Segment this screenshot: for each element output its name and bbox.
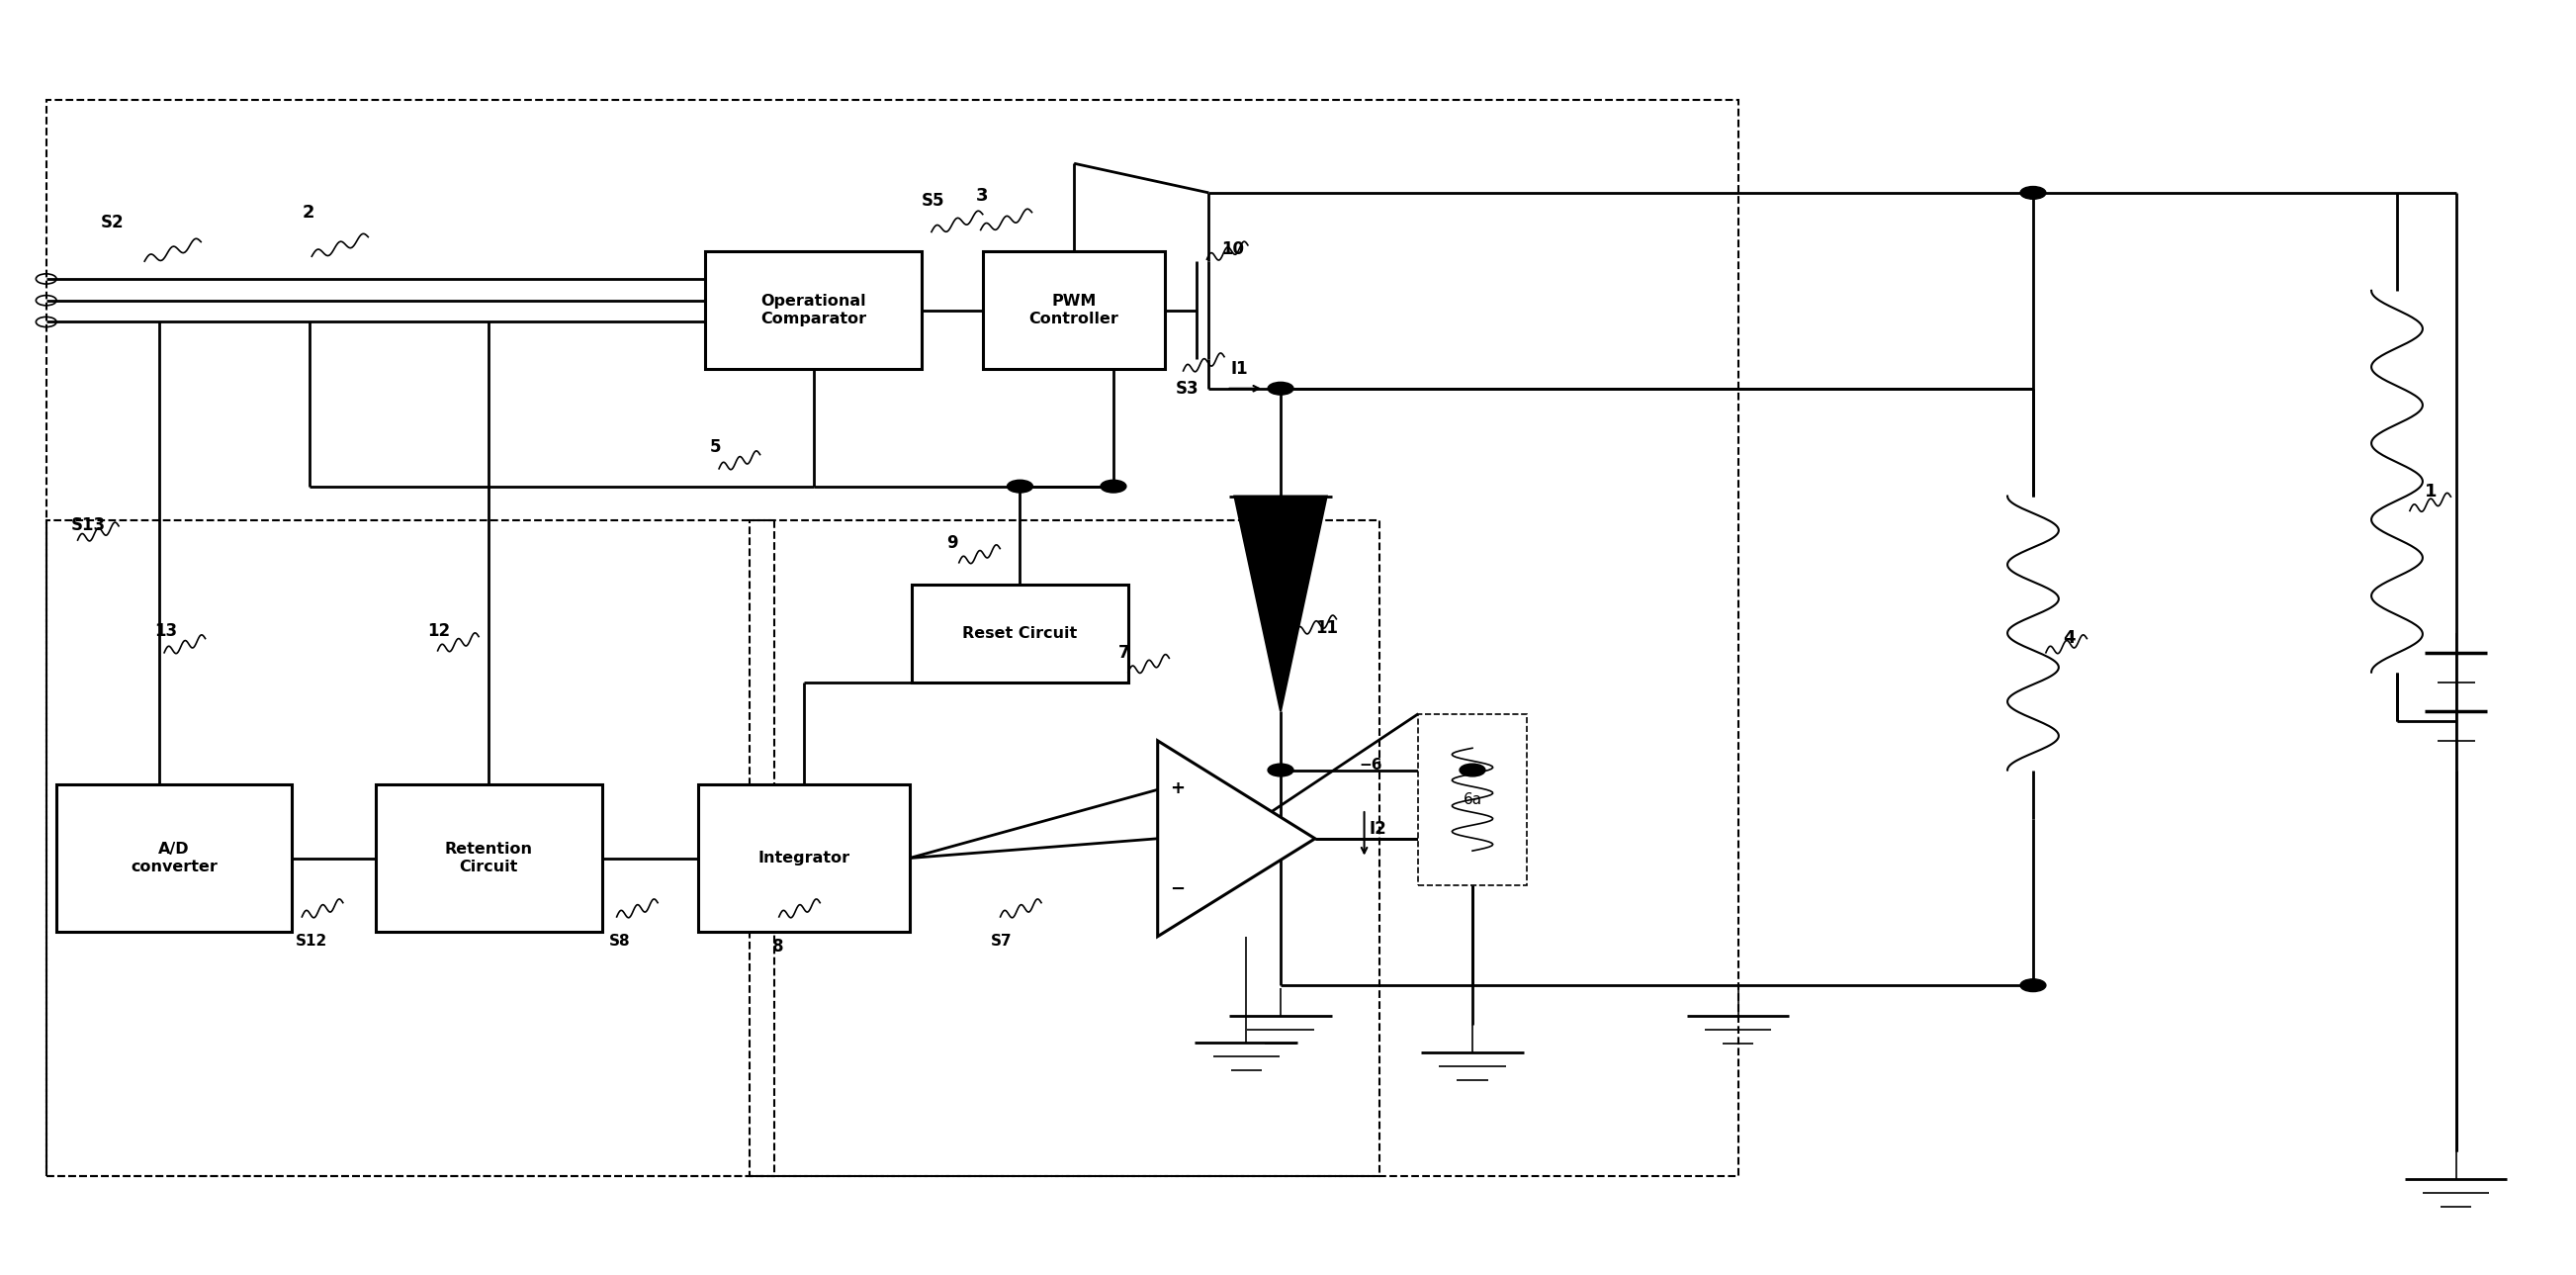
Polygon shape	[1157, 741, 1316, 936]
Circle shape	[1267, 764, 1293, 776]
Text: 7: 7	[1118, 644, 1131, 662]
Text: 1: 1	[2424, 482, 2437, 500]
Bar	[57, 784, 291, 932]
Text: S3: S3	[1175, 380, 1198, 398]
Text: 4: 4	[2063, 629, 2074, 646]
Bar	[912, 584, 1128, 682]
Text: +: +	[1170, 779, 1185, 797]
Text: −: −	[1170, 880, 1185, 898]
Bar	[1419, 714, 1528, 885]
Circle shape	[1007, 479, 1033, 492]
Text: S7: S7	[989, 933, 1012, 949]
Text: 13: 13	[155, 622, 178, 640]
Circle shape	[1267, 382, 1293, 395]
Text: S2: S2	[100, 213, 124, 231]
Circle shape	[1100, 479, 1126, 492]
Bar	[698, 784, 909, 932]
Text: S12: S12	[296, 933, 327, 949]
Circle shape	[1461, 764, 1486, 776]
Text: −6: −6	[1360, 757, 1383, 773]
Text: I2: I2	[1370, 820, 1386, 838]
Text: 5: 5	[711, 439, 721, 456]
Text: 12: 12	[428, 622, 451, 640]
Text: 11: 11	[1316, 620, 1337, 638]
Text: 3: 3	[976, 187, 989, 204]
Text: 2: 2	[301, 204, 314, 222]
Text: Operational
Comparator: Operational Comparator	[760, 295, 866, 326]
Text: S8: S8	[608, 933, 631, 949]
Text: Retention
Circuit: Retention Circuit	[446, 842, 533, 875]
Text: A/D
converter: A/D converter	[131, 842, 216, 875]
Text: Integrator: Integrator	[757, 850, 850, 866]
Bar	[376, 784, 603, 932]
Bar	[750, 520, 1378, 1176]
Bar	[46, 520, 773, 1176]
Bar	[984, 251, 1164, 368]
Bar	[706, 251, 922, 368]
Circle shape	[2020, 186, 2045, 199]
Text: 8: 8	[773, 937, 783, 955]
Polygon shape	[1234, 496, 1327, 711]
Text: S13: S13	[70, 516, 106, 534]
Text: S5: S5	[922, 191, 945, 209]
Text: Reset Circuit: Reset Circuit	[963, 626, 1077, 640]
Text: 9: 9	[945, 534, 958, 552]
Text: PWM
Controller: PWM Controller	[1030, 295, 1118, 326]
Bar	[46, 99, 1739, 1176]
Circle shape	[2020, 979, 2045, 992]
Text: 10: 10	[1221, 241, 1244, 259]
Text: I1: I1	[1231, 360, 1247, 377]
Text: 6a: 6a	[1463, 792, 1481, 807]
